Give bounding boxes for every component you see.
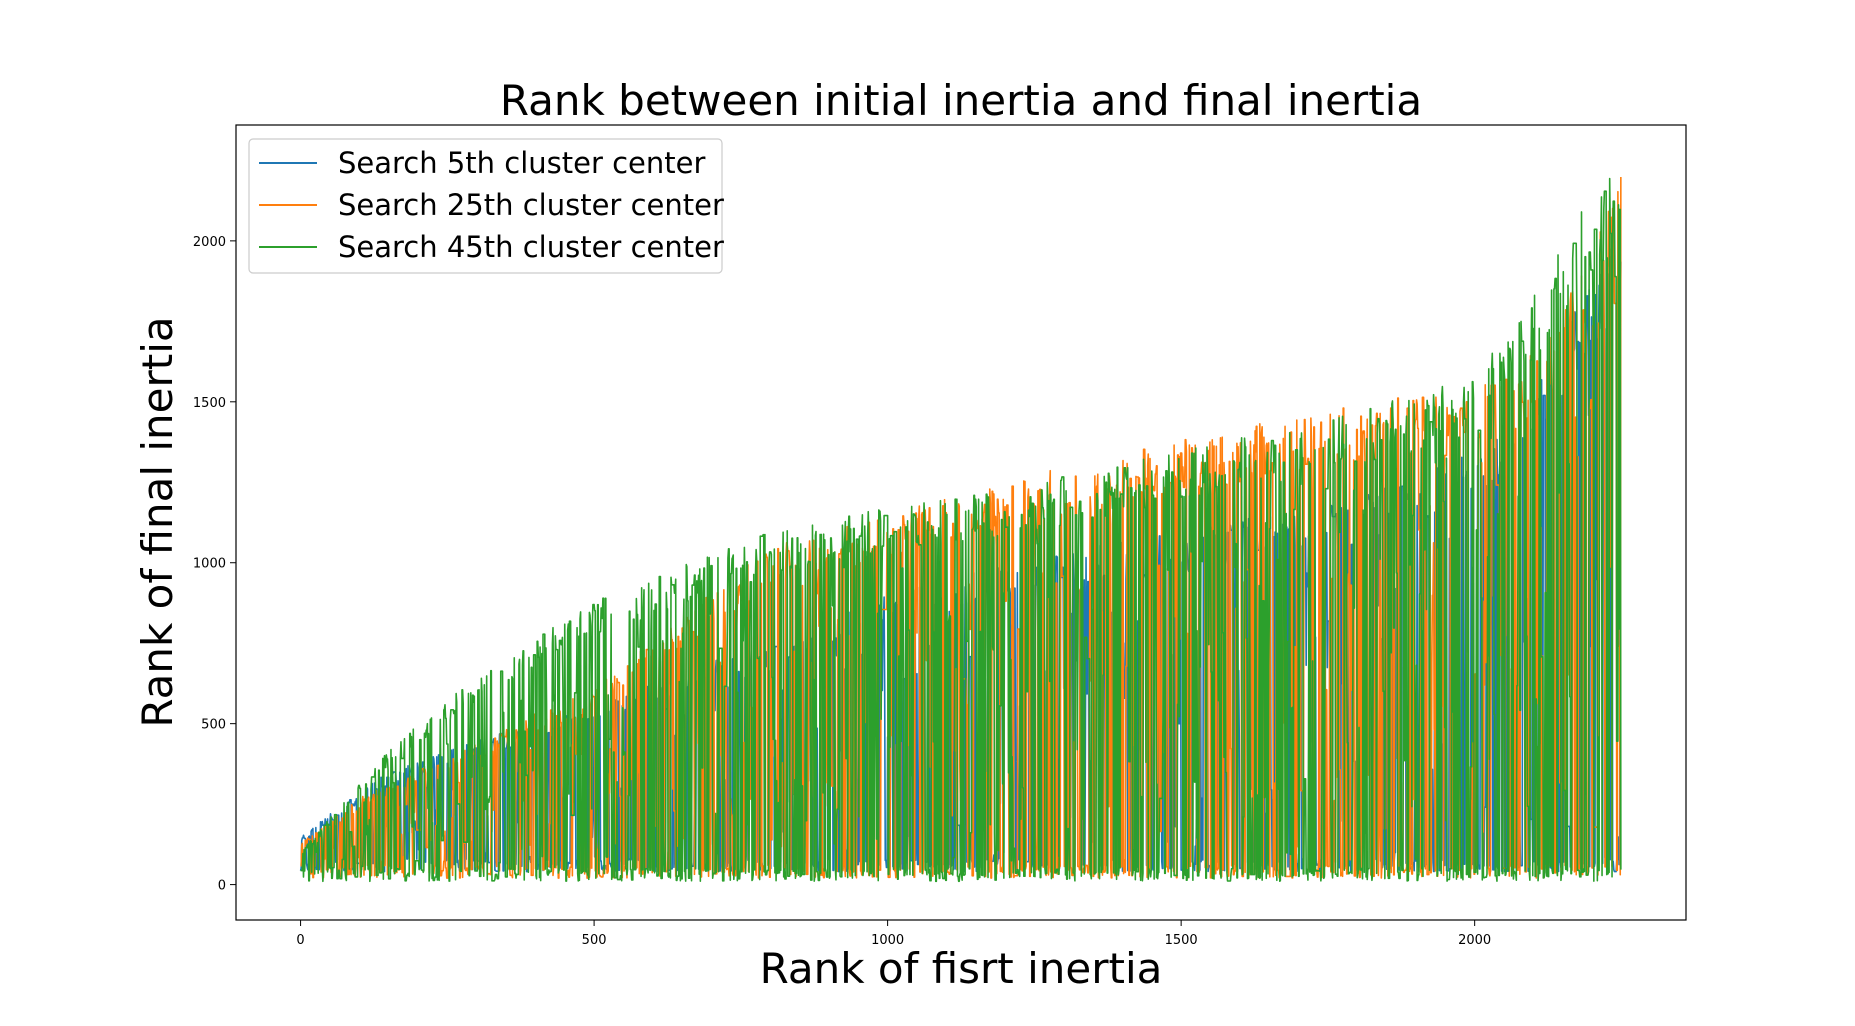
x-axis-label: Rank of fisrt inertia	[760, 944, 1163, 993]
x-axis: 0 500 1000 1500 2000	[296, 920, 1491, 948]
series-layer	[299, 177, 1622, 883]
y-tick-label: 1000	[193, 557, 226, 572]
legend: Search 5th cluster center Search 25th clu…	[248, 138, 724, 274]
legend-box	[248, 138, 723, 274]
series-line-3	[300, 177, 1622, 883]
x-tick-label: 1500	[1165, 933, 1198, 948]
y-tick-label: 1500	[193, 396, 226, 411]
plot-frame	[235, 124, 1687, 921]
legend-label: Search 25th cluster center	[338, 188, 724, 222]
y-axis: 0 500 1000 1500 2000	[193, 235, 236, 894]
legend-label: Search 5th cluster center	[338, 146, 705, 180]
x-tick-label: 500	[582, 933, 607, 948]
y-tick-label: 2000	[193, 235, 226, 250]
y-tick-label: 0	[218, 879, 226, 894]
x-tick-label: 2000	[1458, 933, 1491, 948]
x-tick-label: 1000	[871, 933, 904, 948]
chart-title: Rank between initial inertia and final i…	[500, 76, 1422, 125]
x-tick-label: 0	[296, 933, 304, 948]
y-axis-label: Rank of final inertia	[133, 316, 182, 727]
y-tick-label: 500	[201, 718, 226, 733]
legend-label: Search 45th cluster center	[338, 230, 724, 264]
